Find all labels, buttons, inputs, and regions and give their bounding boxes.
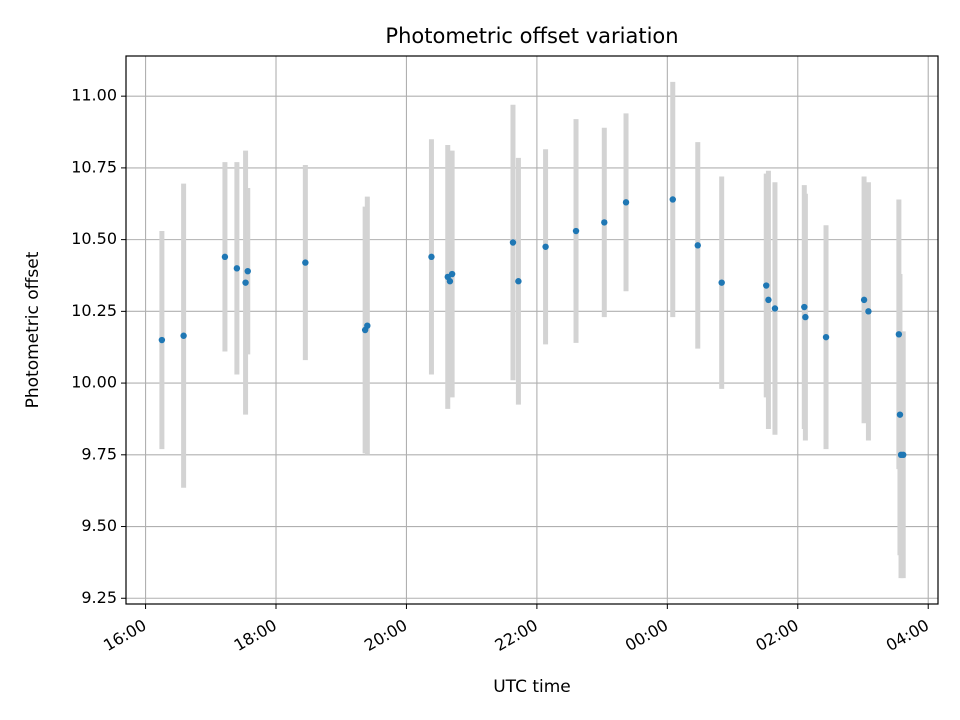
data-point bbox=[896, 411, 904, 418]
data-point bbox=[771, 305, 779, 312]
data-point bbox=[802, 313, 809, 321]
data-point bbox=[542, 243, 549, 250]
x-tick-label: 22:00 bbox=[491, 615, 540, 655]
data-point bbox=[242, 279, 249, 286]
y-tick-label: 11.00 bbox=[71, 86, 117, 105]
data-point bbox=[448, 270, 456, 278]
data-point bbox=[900, 451, 907, 459]
y-axis-label: Photometric offset bbox=[23, 251, 43, 408]
data-point bbox=[622, 199, 630, 206]
x-tick-label: 04:00 bbox=[883, 615, 932, 655]
y-tick-label: 9.50 bbox=[81, 516, 117, 535]
data-point bbox=[509, 239, 517, 246]
data-point bbox=[765, 296, 772, 304]
x-tick-label: 02:00 bbox=[752, 615, 801, 655]
data-point bbox=[601, 219, 608, 226]
data-point bbox=[180, 332, 187, 339]
data-point bbox=[718, 279, 725, 286]
chart-title: Photometric offset variation bbox=[385, 24, 678, 48]
data-point bbox=[515, 278, 522, 285]
data-point bbox=[860, 296, 868, 304]
data-point bbox=[694, 242, 701, 249]
data-point bbox=[572, 227, 580, 235]
x-tick-label: 20:00 bbox=[361, 615, 410, 655]
data-point bbox=[221, 253, 229, 261]
y-tick-label: 10.50 bbox=[71, 229, 117, 248]
data-point bbox=[364, 322, 371, 329]
data-point bbox=[244, 267, 251, 275]
y-tick-label: 9.25 bbox=[81, 588, 117, 607]
y-tick-label: 9.75 bbox=[81, 444, 117, 463]
data-point bbox=[801, 303, 808, 311]
data-point bbox=[158, 336, 166, 344]
x-tick-label: 18:00 bbox=[231, 615, 280, 655]
x-axis-label: UTC time bbox=[493, 677, 571, 697]
y-tick-label: 10.00 bbox=[71, 373, 117, 392]
data-point bbox=[233, 265, 241, 272]
y-tick-label: 10.25 bbox=[71, 301, 117, 320]
x-tick-label: 16:00 bbox=[100, 615, 149, 655]
x-tick-label: 00:00 bbox=[622, 615, 671, 655]
data-point bbox=[669, 196, 676, 203]
data-point bbox=[895, 331, 903, 338]
data-point bbox=[302, 259, 309, 266]
y-axis-ticks: 9.25 9.50 9.75 10.00 10.25 10.50 10.75 11.00 bbox=[71, 86, 126, 607]
data-point bbox=[822, 333, 830, 341]
data-point bbox=[865, 308, 872, 315]
plot-frame bbox=[125, 55, 939, 605]
x-axis-ticks: 16:00 18:00 20:00 22:00 00:00 02:00 04:00 bbox=[100, 604, 932, 655]
data-point bbox=[428, 253, 435, 261]
y-tick-label: 10.75 bbox=[71, 157, 117, 176]
data-points bbox=[158, 196, 907, 459]
error-bars bbox=[159, 81, 906, 579]
data-point bbox=[763, 282, 770, 289]
data-point bbox=[446, 278, 454, 285]
